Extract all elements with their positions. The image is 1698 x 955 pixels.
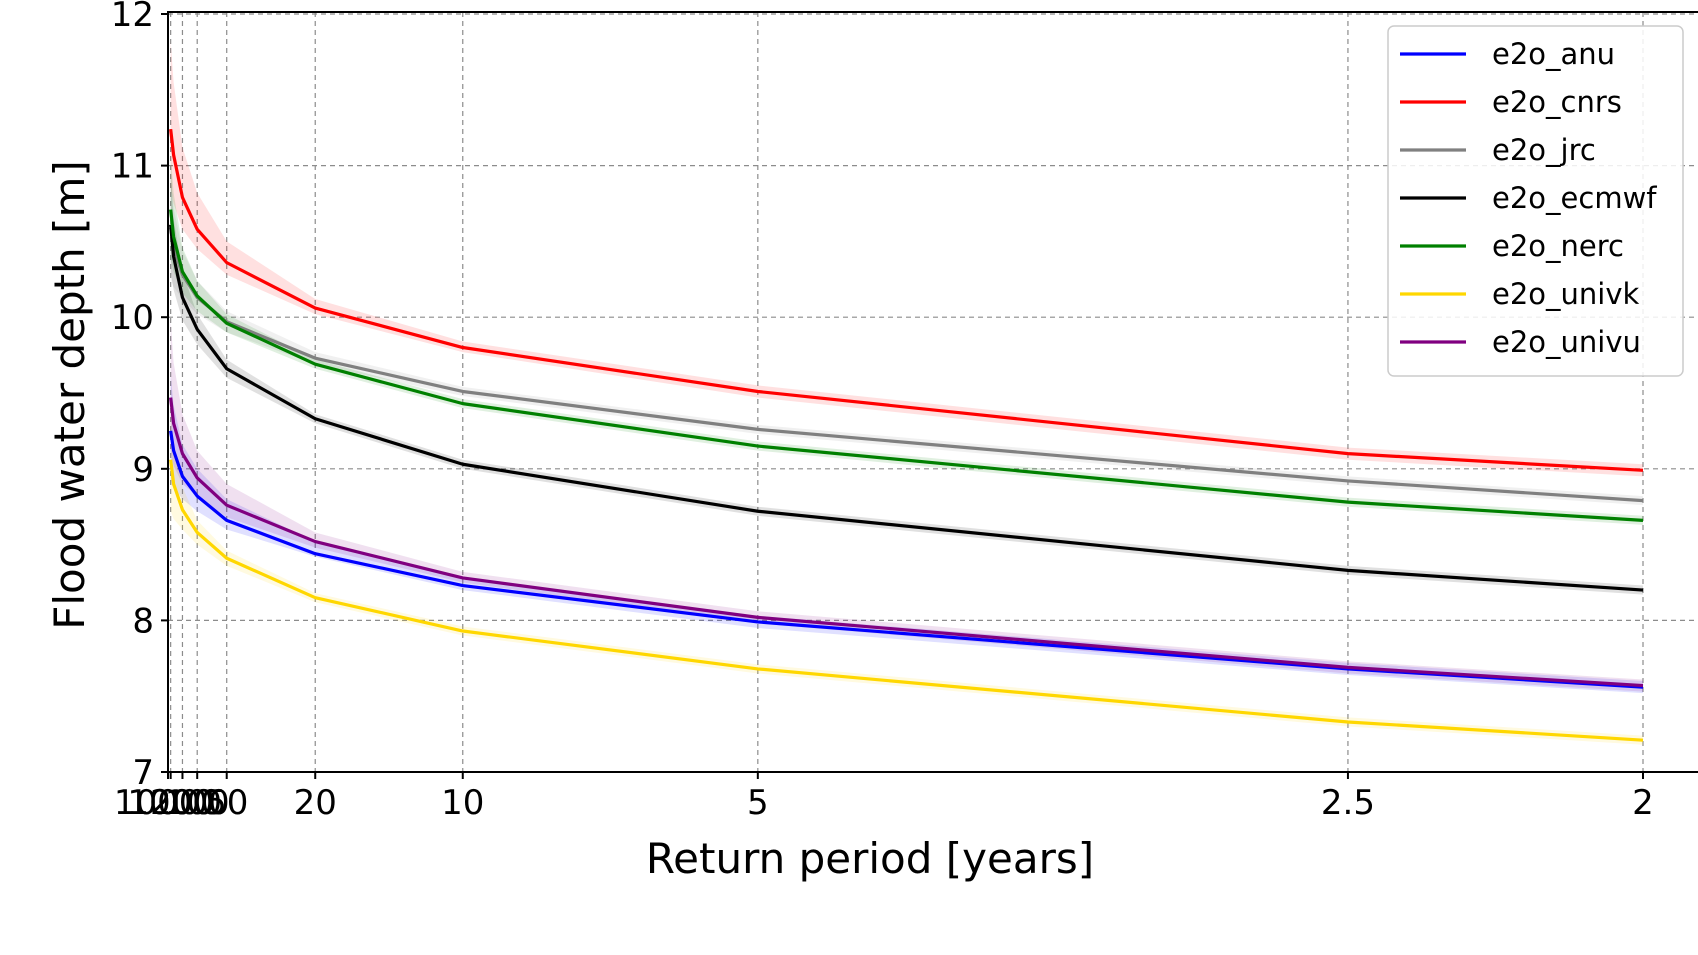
series-lines: [169, 129, 1644, 742]
legend-label-e2o_univk: e2o_univk: [1492, 277, 1640, 311]
y-tick-label: 10: [111, 298, 154, 338]
y-tick-label: 11: [111, 147, 154, 187]
y-tick-label: 7: [132, 753, 154, 793]
x-tick-label: 50: [205, 783, 248, 823]
legend-label-e2o_jrc: e2o_jrc: [1492, 133, 1596, 167]
series-line-e2o_cnrs: [169, 129, 1644, 472]
series-line-e2o_nerc: [169, 209, 1644, 522]
x-tick-label: 1000: [127, 783, 214, 823]
legend-label-e2o_univu: e2o_univu: [1492, 325, 1641, 359]
series-line-e2o_jrc: [169, 227, 1644, 503]
legend-label-e2o_cnrs: e2o_cnrs: [1492, 85, 1622, 119]
legend-label-e2o_anu: e2o_anu: [1492, 37, 1615, 71]
y-tick-label: 12: [111, 0, 154, 35]
legend-box: [1387, 25, 1684, 377]
band-e2o_jrc: [170, 173, 1644, 506]
series-line-e2o_ecmwf: [169, 224, 1644, 592]
series-line-e2o_univu: [169, 397, 1644, 688]
legend-label-e2o_nerc: e2o_nerc: [1492, 229, 1624, 263]
y-axis-label: Flood water depth [m]: [45, 160, 94, 630]
band-e2o_anu: [170, 374, 1644, 694]
y-tick-label: 9: [132, 450, 154, 490]
series-line-e2o_univk: [169, 459, 1644, 742]
x-axis-label: Return period [years]: [646, 834, 1094, 883]
x-tick-label: 10000: [114, 783, 222, 823]
y-tick-label: 8: [132, 601, 154, 641]
plot-frame: [167, 11, 1698, 773]
x-tick-label: 100: [165, 783, 230, 823]
x-tick-label: 200: [150, 783, 215, 823]
legend: e2o_anu e2o_cnrs e2o_jrc e2o_ecmwf e2o_nerce…: [1387, 25, 1684, 377]
y-axis-ticks: 7 8 9 10 11 12: [111, 0, 168, 793]
x-tick-label: 10: [441, 783, 484, 823]
x-tick-label: 20: [294, 783, 337, 823]
x-tick-label: 2: [1632, 783, 1654, 823]
legend-label-e2o_ecmwf: e2o_ecmwf: [1492, 181, 1657, 215]
series-line-e2o_anu: [169, 430, 1644, 689]
x-tick-label: 5: [747, 783, 769, 823]
x-tick-label: 2.5: [1321, 783, 1375, 823]
